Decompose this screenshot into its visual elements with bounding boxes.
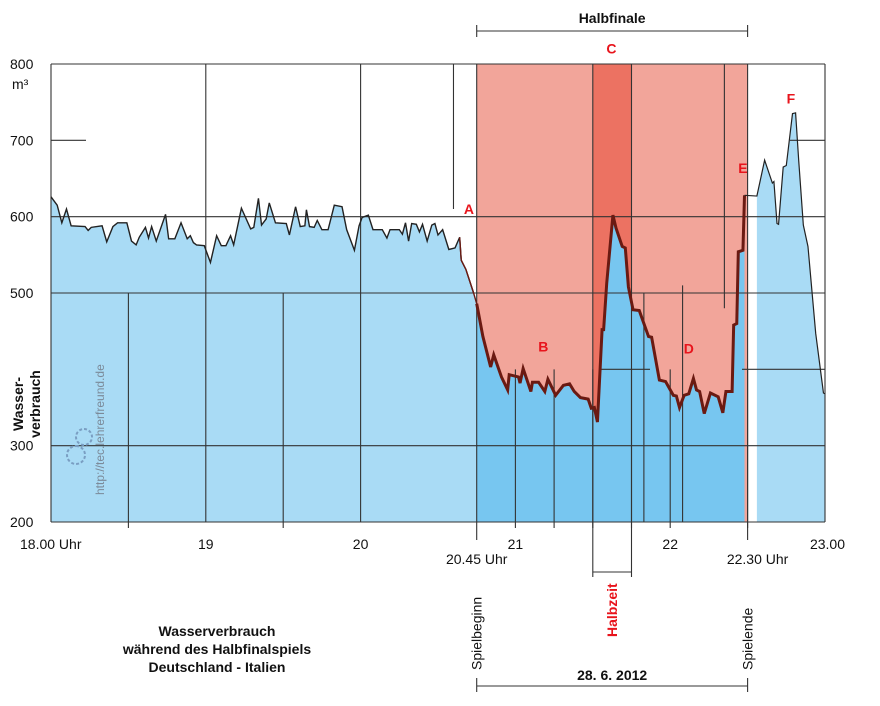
area-during-game xyxy=(476,195,745,522)
annotation-c: C xyxy=(606,41,616,57)
chart-title-line: Deutschland - Italien xyxy=(149,659,286,675)
date-label: 28. 6. 2012 xyxy=(577,667,647,683)
x-time-label: 22.30 Uhr xyxy=(727,551,789,567)
annotation-a: A xyxy=(464,201,474,217)
chart-title-line: Wasserverbrauch xyxy=(159,623,276,639)
area-after-game xyxy=(756,112,825,522)
watermark: http://tec.lehrerfreund.de xyxy=(66,364,107,495)
y-tick-label: 700 xyxy=(10,132,34,148)
annotation-b: B xyxy=(538,338,548,354)
y-tick-label: 800 xyxy=(10,56,34,72)
halbzeit-label: Halbzeit xyxy=(604,583,620,637)
annotation-f: F xyxy=(787,90,796,106)
y-tick-label: 600 xyxy=(10,209,34,225)
gear-icon xyxy=(66,445,86,465)
series-line-game xyxy=(475,195,747,423)
y-tick-label: 200 xyxy=(10,514,34,530)
spielbeginn-label: Spielbeginn xyxy=(469,597,485,670)
x-tick-label: 19 xyxy=(198,536,214,552)
gear-icon xyxy=(75,428,93,446)
x-tick-label: 23.00 xyxy=(810,536,845,552)
x-tick-label: 22 xyxy=(662,536,678,552)
series-line-after xyxy=(744,112,826,395)
chart-title-line: während des Halbfinalspiels xyxy=(122,641,311,657)
y-axis-label-2: verbrauch xyxy=(27,370,43,438)
y-unit-label: m³ xyxy=(12,76,29,92)
y-tick-label: 300 xyxy=(10,438,34,454)
annotation-d: D xyxy=(684,341,694,357)
y-axis-label-1: Wasser- xyxy=(10,377,26,431)
x-tick-label: 18.00 Uhr xyxy=(20,536,82,552)
series-line-transition xyxy=(458,237,478,304)
x-tick-label: 21 xyxy=(508,536,524,552)
x-time-label: 20.45 Uhr xyxy=(446,551,508,567)
area-before-game xyxy=(51,196,477,522)
watermark-text: http://tec.lehrerfreund.de xyxy=(93,364,107,495)
y-tick-label: 500 xyxy=(10,285,34,301)
annotation-e: E xyxy=(738,160,747,176)
x-tick-label: 20 xyxy=(353,536,369,552)
halbfinale-label: Halbfinale xyxy=(579,10,646,26)
series-line-before xyxy=(50,196,475,294)
spielende-label: Spielende xyxy=(740,608,756,670)
